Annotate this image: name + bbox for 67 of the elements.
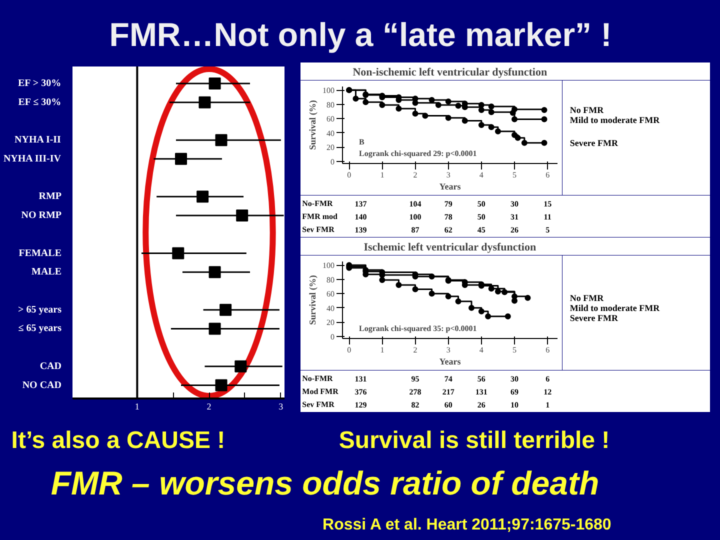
y-tick-label: 40 <box>326 304 334 313</box>
text: Sev FMR 129 82 60 26 10 1 <box>302 400 550 410</box>
text: No FMR <box>570 105 604 116</box>
x-tick-label: 1 <box>134 402 140 412</box>
y-tick-label: 100 <box>322 261 334 270</box>
y-tick-label: RMP <box>38 191 62 202</box>
x-tick-label: 0 <box>347 170 352 180</box>
y-tick-label: 80 <box>326 100 334 110</box>
x-tick-label: 1 <box>380 170 384 180</box>
text: No-FMR 131 95 74 56 30 6 <box>302 374 550 384</box>
y-tick-label: EF > 30% <box>18 78 62 89</box>
y-tick-label: NYHA III-IV <box>3 153 62 164</box>
text: Mod FMR 376 278 217 131 69 12 <box>302 387 552 396</box>
text: Mild to moderate FMR <box>570 302 660 313</box>
x-tick-label: 4 <box>479 346 484 354</box>
text: FMR – worsens odds ratio of death <box>50 464 600 502</box>
y-tick-label: > 65 years <box>18 304 62 316</box>
annotation: Logrank chi-squared 35: p<0.0001 <box>359 324 477 333</box>
y-tick-label: MALE <box>32 266 62 278</box>
x-tick-label: 2 <box>206 402 212 412</box>
text: Severe FMR <box>570 138 618 148</box>
x-tick-label: 5 <box>512 346 516 354</box>
text: FMR…Not only a “late marker” ! <box>109 16 612 54</box>
x-tick-label: 3 <box>278 402 284 412</box>
y-tick-label: 20 <box>326 318 334 328</box>
x-tick-label: 6 <box>546 346 550 354</box>
text: Survival is still terrible ! <box>338 427 610 454</box>
x-tick-label: 6 <box>546 170 550 180</box>
x-tick-label: 1 <box>380 346 384 354</box>
text: No FMR <box>570 292 604 303</box>
y-tick-label: NO RMP <box>21 210 62 222</box>
text: Mild to moderate FMR <box>570 115 660 126</box>
y-tick-label: CAD <box>40 360 62 372</box>
y-tick-label: 0 <box>330 157 334 166</box>
y-tick-label: FEMALE <box>18 248 62 259</box>
annotation: Logrank chi-squared 29: p<0.0001 <box>359 148 477 158</box>
x-tick-label: 2 <box>413 170 418 180</box>
y-tick-label: 100 <box>322 86 334 96</box>
text: Sev FMR 139 87 62 45 26 5 <box>302 225 550 235</box>
text: It’s also a CAUSE ! <box>11 427 226 454</box>
annotation: B <box>359 137 366 146</box>
x-tick-label: 4 <box>479 170 484 180</box>
y-tick-label: ≤ 65 years <box>18 323 62 334</box>
chart-title: Ischemic left ventricular dysfunction <box>364 242 536 254</box>
x-tick-label: 0 <box>347 346 352 354</box>
y-tick-label: NYHA I-II <box>14 134 62 146</box>
text: Severe FMR <box>570 312 618 323</box>
y-tick-label: 0 <box>330 332 334 342</box>
text: No-FMR 137 104 79 50 30 15 <box>302 198 552 208</box>
x-axis-title: Years <box>439 356 462 366</box>
x-tick-label: 3 <box>446 346 450 354</box>
chart-title: Non-ischemic left ventricular dysfunction <box>352 66 548 79</box>
y-tick-label: 20 <box>326 143 334 152</box>
y-tick-label: EF ≤ 30% <box>18 96 62 108</box>
y-axis-title: Survival (%) <box>308 275 318 325</box>
y-tick-label: 60 <box>326 290 334 299</box>
y-tick-label: 80 <box>326 275 334 284</box>
x-tick-label: 3 <box>446 170 450 180</box>
x-tick-label: 2 <box>413 346 418 354</box>
y-tick-label: 40 <box>326 128 334 138</box>
y-axis-title: Survival (%) <box>308 100 318 150</box>
x-tick-label: 5 <box>512 170 516 180</box>
text: Rossi A et al. Heart 2011;97:1675-1680 <box>322 516 612 534</box>
y-tick-label: NO CAD <box>22 380 62 391</box>
y-tick-label: 60 <box>326 114 334 124</box>
x-axis-title: Years <box>439 182 462 192</box>
text: FMR mod 140 100 78 50 31 11 <box>302 212 552 222</box>
